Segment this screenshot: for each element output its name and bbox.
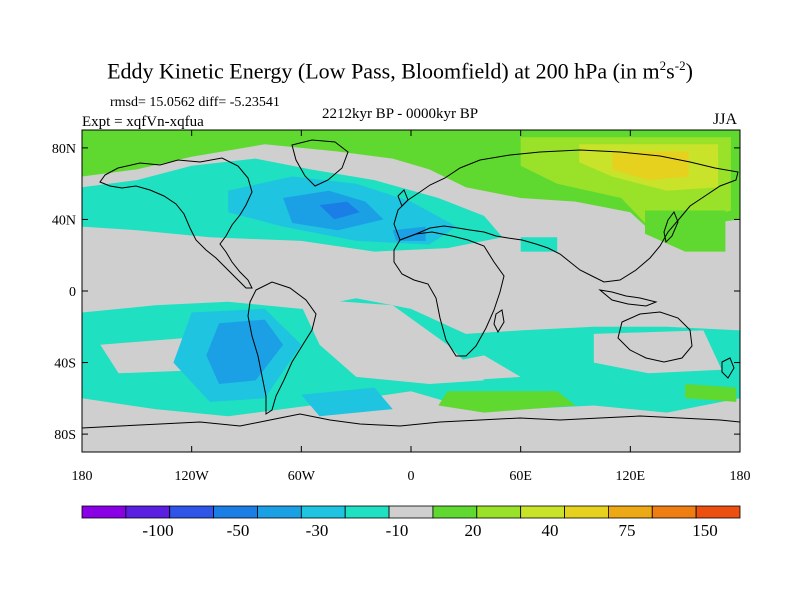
coastline-madagascar bbox=[493, 309, 505, 334]
coastline-north-america bbox=[99, 157, 253, 289]
coastline-africa bbox=[393, 231, 505, 357]
coastline-antarctica bbox=[82, 413, 740, 429]
x-tick-label: 60E bbox=[509, 469, 532, 484]
y-tick-label: 40N bbox=[52, 213, 76, 228]
colorbar-swatch bbox=[257, 505, 302, 519]
x-axis: 180 120W 60W 0 60E 120E 180 bbox=[72, 130, 751, 484]
field-region-cyan bbox=[301, 387, 393, 417]
colorbar-swatch bbox=[125, 505, 171, 519]
colorbar-swatch bbox=[695, 505, 741, 519]
y-tick-label: 80S bbox=[54, 428, 76, 443]
colorbar-label: 75 bbox=[619, 521, 636, 540]
colorbar-swatch bbox=[520, 505, 565, 519]
coastline-indonesia bbox=[598, 289, 658, 307]
coastline-layer bbox=[82, 139, 740, 429]
field-region-light_blue bbox=[206, 319, 284, 384]
field-region-yellow bbox=[612, 151, 689, 181]
colorbar-swatch bbox=[564, 505, 609, 519]
field-region-green bbox=[438, 391, 576, 413]
colorbar-label: -50 bbox=[227, 521, 250, 540]
y-axis: 80N 40N 0 40S 80S bbox=[52, 142, 740, 443]
coastline-greenland bbox=[291, 139, 349, 187]
colorbar-label: 20 bbox=[465, 521, 482, 540]
colorbar-swatch bbox=[300, 505, 346, 519]
field-region-green bbox=[645, 210, 726, 252]
field-region-neutral bbox=[447, 355, 521, 381]
x-tick-label: 120E bbox=[616, 469, 646, 484]
stats-label: rmsd= 15.0562 diff= -5.23541 bbox=[110, 95, 280, 110]
period-label: 2212kyr BP - 0000kyr BP bbox=[321, 106, 479, 122]
coastline-uk bbox=[397, 189, 409, 207]
colorbar-swatch bbox=[651, 505, 697, 519]
colorbar-swatch bbox=[608, 505, 653, 519]
coastline-eurasia bbox=[393, 149, 739, 283]
colorbar-swatch bbox=[169, 505, 215, 519]
colorbar-swatch bbox=[213, 505, 258, 519]
field-region-green bbox=[685, 384, 737, 402]
colorbar-label: 150 bbox=[692, 521, 718, 540]
x-tick-label: 60W bbox=[288, 469, 316, 484]
x-tick-label: 0 bbox=[408, 469, 415, 484]
colorbar-label: 40 bbox=[542, 521, 559, 540]
colorbar-swatch bbox=[388, 505, 434, 519]
x-tick-label: 180 bbox=[730, 469, 751, 484]
colorbar-swatch bbox=[81, 505, 127, 519]
field-region-neutral bbox=[297, 298, 485, 384]
y-tick-label: 80N bbox=[52, 142, 76, 157]
season-label: JJA bbox=[713, 111, 738, 128]
colorbar-swatch bbox=[344, 505, 390, 519]
experiment-label: Expt = xqfVn-xqfua bbox=[82, 114, 204, 130]
y-tick-label: 40S bbox=[54, 357, 76, 372]
colorbar-swatch bbox=[432, 505, 478, 519]
x-tick-label: 180 bbox=[72, 469, 93, 484]
coastline-new-zealand bbox=[721, 357, 735, 379]
chart-title: Eddy Kinetic Energy (Low Pass, Bloomfiel… bbox=[107, 58, 693, 84]
colorbar-label: -10 bbox=[386, 521, 409, 540]
coastline-australia bbox=[617, 311, 693, 363]
field-region-light_blue bbox=[392, 226, 426, 241]
field-region-neutral bbox=[593, 330, 722, 374]
coastline-south-america bbox=[247, 281, 317, 415]
colorbar-label: -30 bbox=[306, 521, 329, 540]
colorbar-swatch bbox=[476, 505, 522, 519]
y-tick-label: 0 bbox=[69, 285, 76, 300]
coastline-japan bbox=[663, 210, 679, 244]
field-layer bbox=[82, 130, 740, 417]
colorbar-label: -100 bbox=[142, 521, 173, 540]
x-tick-label: 120W bbox=[175, 469, 210, 484]
colorbar: -100 -50 -30 -10 20 40 75 150 bbox=[81, 505, 741, 540]
field-region-blue bbox=[319, 201, 360, 220]
